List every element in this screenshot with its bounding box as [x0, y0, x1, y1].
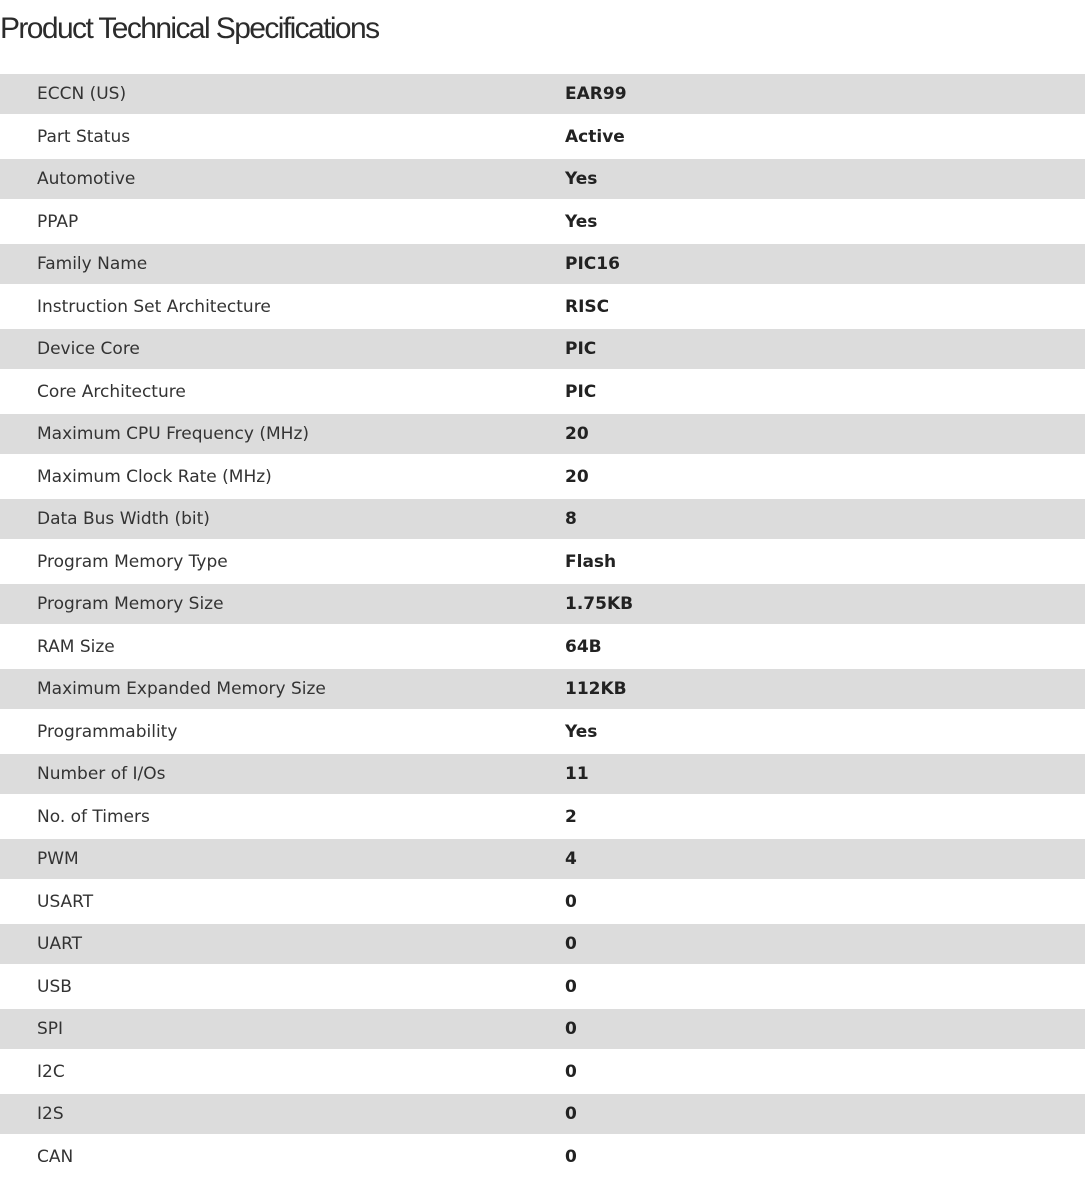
spec-row: Family Name PIC16 — [0, 244, 1085, 284]
spec-label: No. of Timers — [37, 806, 150, 827]
spec-row: Part Status Active — [0, 114, 1085, 159]
spec-label: Maximum Expanded Memory Size — [37, 679, 326, 699]
spec-value: 11 — [565, 764, 589, 784]
spec-value: 20 — [565, 466, 589, 487]
spec-value: 0 — [565, 976, 577, 997]
spec-label: UART — [37, 934, 83, 954]
spec-label: Automotive — [37, 169, 136, 189]
spec-value: Active — [565, 126, 625, 147]
spec-value: 4 — [565, 849, 577, 869]
spec-label: Part Status — [37, 126, 131, 147]
spec-value: PIC — [565, 339, 597, 359]
spec-row: Maximum Clock Rate (MHz) 20 — [0, 454, 1085, 499]
spec-row: I2S 0 — [0, 1094, 1085, 1134]
spec-label: Program Memory Size — [37, 594, 224, 614]
spec-row: PPAP Yes — [0, 199, 1085, 244]
spec-row: Data Bus Width (bit) 8 — [0, 499, 1085, 539]
spec-label: I2S — [37, 1104, 64, 1124]
spec-label: Core Architecture — [37, 381, 186, 402]
spec-row: USART 0 — [0, 879, 1085, 924]
spec-row: CAN 0 — [0, 1134, 1085, 1179]
spec-value: 112KB — [565, 679, 627, 699]
spec-row: UART 0 — [0, 924, 1085, 964]
spec-label: I2C — [37, 1061, 65, 1082]
spec-label: Program Memory Type — [37, 551, 228, 572]
spec-row: RAM Size 64B — [0, 624, 1085, 669]
spec-value: 64B — [565, 636, 602, 657]
spec-value: 0 — [565, 1061, 577, 1082]
spec-row: Maximum CPU Frequency (MHz) 20 — [0, 414, 1085, 454]
spec-label: USB — [37, 976, 72, 997]
spec-row: Programmability Yes — [0, 709, 1085, 754]
spec-label: Family Name — [37, 254, 148, 274]
spec-row: Instruction Set Architecture RISC — [0, 284, 1085, 329]
spec-value: 8 — [565, 509, 577, 529]
spec-value: 0 — [565, 1019, 577, 1039]
spec-value: 0 — [565, 934, 577, 954]
spec-value: 20 — [565, 424, 589, 444]
spec-label: SPI — [37, 1019, 64, 1039]
spec-value: 1.75KB — [565, 594, 634, 614]
spec-label: ECCN (US) — [37, 84, 127, 104]
spec-label: PPAP — [37, 211, 79, 232]
spec-row: Program Memory Type Flash — [0, 539, 1085, 584]
spec-value: 2 — [565, 806, 577, 827]
spec-row: Core Architecture PIC — [0, 369, 1085, 414]
spec-row: PWM 4 — [0, 839, 1085, 879]
spec-row: Maximum Expanded Memory Size 112KB — [0, 669, 1085, 709]
page-title: Product Technical Specifications — [0, 12, 380, 45]
spec-value: RISC — [565, 296, 610, 317]
spec-row: Automotive Yes — [0, 159, 1085, 199]
spec-label: Maximum CPU Frequency (MHz) — [37, 424, 309, 444]
spec-value: PIC16 — [565, 254, 620, 274]
spec-row: USB 0 — [0, 964, 1085, 1009]
spec-label: Instruction Set Architecture — [37, 296, 271, 317]
spec-row: Device Core PIC — [0, 329, 1085, 369]
spec-row: ECCN (US) EAR99 — [0, 74, 1085, 114]
spec-value: EAR99 — [565, 84, 627, 104]
spec-label: Number of I/Os — [37, 764, 166, 784]
spec-label: RAM Size — [37, 636, 115, 657]
spec-table: ECCN (US) EAR99 Part Status Active Automotiv… — [0, 74, 1085, 1179]
spec-row: SPI 0 — [0, 1009, 1085, 1049]
spec-label: CAN — [37, 1146, 74, 1167]
spec-value: 0 — [565, 891, 577, 912]
spec-label: USART — [37, 891, 94, 912]
spec-value: 0 — [565, 1146, 577, 1167]
spec-row: I2C 0 — [0, 1049, 1085, 1094]
spec-row: Program Memory Size 1.75KB — [0, 584, 1085, 624]
spec-value: Yes — [565, 211, 598, 232]
spec-value: Yes — [565, 169, 598, 189]
spec-row: Number of I/Os 11 — [0, 754, 1085, 794]
spec-label: PWM — [37, 849, 79, 869]
spec-label: Device Core — [37, 339, 140, 359]
spec-label: Programmability — [37, 721, 178, 742]
spec-value: 0 — [565, 1104, 577, 1124]
spec-label: Data Bus Width (bit) — [37, 509, 210, 529]
spec-row: No. of Timers 2 — [0, 794, 1085, 839]
spec-value: PIC — [565, 381, 597, 402]
spec-value: Yes — [565, 721, 598, 742]
spec-label: Maximum Clock Rate (MHz) — [37, 466, 272, 487]
spec-value: Flash — [565, 551, 617, 572]
